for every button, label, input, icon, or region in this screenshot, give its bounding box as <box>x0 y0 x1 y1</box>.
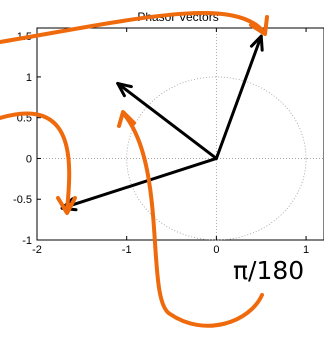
annotation-curve-center <box>121 111 264 328</box>
x-tick-label: 1 <box>303 244 309 256</box>
y-tick-label: 1 <box>26 72 32 84</box>
annotation-arrowhead-center <box>117 110 136 128</box>
y-tick-label: -0.5 <box>13 194 32 206</box>
y-tick-label: 0 <box>26 153 32 165</box>
annotation-curves <box>0 11 269 328</box>
phasor-vector-3 <box>60 156 218 210</box>
tick-marks <box>36 28 307 241</box>
y-tick-label: -1 <box>22 235 32 247</box>
x-tick-label: -2 <box>32 244 42 256</box>
phasor-arrowhead-1 <box>249 34 264 52</box>
annotation-curve-title <box>0 11 264 44</box>
annotation-arrowhead-left <box>56 196 77 215</box>
annotation-arrowhead-title <box>249 15 269 36</box>
reference-circle-layer <box>126 76 307 241</box>
tick-labels: -2 -1 0 11.510.50-0.5-1 <box>13 31 309 256</box>
x-tick-label: 0 <box>213 244 219 256</box>
x-tick-label: -1 <box>122 244 132 256</box>
axis-guides <box>37 28 324 240</box>
phasor-arrowhead-2 <box>116 81 133 98</box>
phasor-vector-1 <box>214 34 263 160</box>
unit-circle <box>126 76 307 241</box>
formula-fragment: π/180 <box>233 256 304 285</box>
phasor-vector-2 <box>116 81 218 160</box>
plot-area <box>36 27 324 241</box>
annotation-curve-left <box>0 111 72 212</box>
